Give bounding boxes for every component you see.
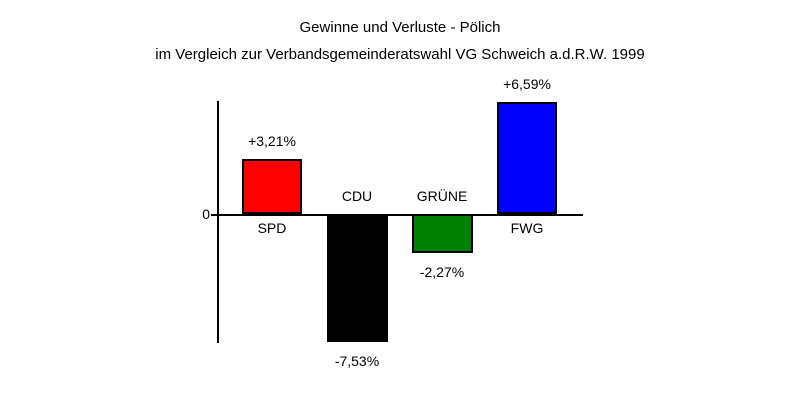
x-axis-baseline <box>211 214 583 216</box>
value-label-fwg: +6,59% <box>503 76 551 92</box>
bar-spd <box>242 159 302 214</box>
value-label-spd: +3,21% <box>248 133 296 149</box>
category-label-gruene: GRÜNE <box>416 188 468 204</box>
category-label-cdu: CDU <box>341 188 373 204</box>
category-label-spd: SPD <box>257 220 287 236</box>
value-label-gruene: -2,27% <box>419 264 465 280</box>
category-label-fwg: FWG <box>510 220 544 236</box>
bar-fwg <box>497 102 557 214</box>
bar-gruene <box>412 214 473 253</box>
chart-title: Gewinne und Verluste - Pölich <box>299 19 501 36</box>
chart-subtitle: im Vergleich zur Verbandsgemeinderatswah… <box>155 46 645 63</box>
y-axis-line <box>217 101 219 343</box>
bar-cdu <box>327 214 388 342</box>
value-label-cdu: -7,53% <box>334 353 380 369</box>
y-axis-zero-tick-label: 0 <box>202 206 210 222</box>
